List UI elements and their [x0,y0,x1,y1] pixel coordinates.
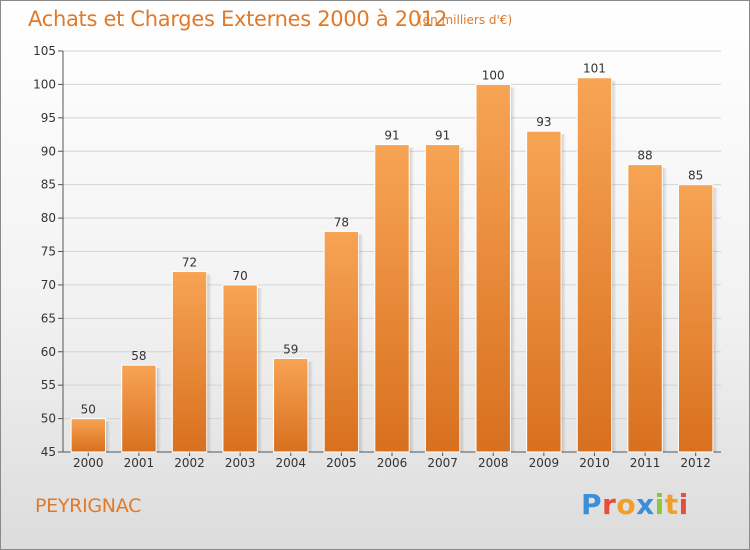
logo-letter: r [602,488,617,521]
y-tick-label: 50 [41,412,56,426]
y-tick-label: 55 [41,378,56,392]
bar-2003 [222,284,258,453]
bar-2001 [121,364,157,453]
bar-2011 [627,164,663,453]
bar-shadow [510,87,516,453]
data-label: 50 [81,403,96,417]
y-tick-label: 100 [33,77,56,91]
bar-2012 [677,184,714,453]
bar-2004 [273,357,309,453]
y-tick-label: 70 [41,278,56,292]
bar-shadow [105,421,111,452]
x-tick-label: 2008 [478,456,509,470]
bar-2002 [171,271,208,453]
x-tick-label: 2000 [73,456,104,470]
bar-2005 [323,230,360,453]
logo-letter: t [664,488,679,521]
y-tick-label: 85 [41,178,56,192]
x-tick-label: 2011 [630,456,661,470]
x-tick-labels: 2000 2001 2002 2003 2004 2005 2006 2007 2008 2009… [73,456,711,470]
y-tick-label: 60 [41,345,56,359]
x-tick-label: 2009 [529,456,560,470]
bar-shadow [459,147,465,453]
data-label: 88 [637,149,652,163]
bar-2000 [70,418,107,453]
proxiti-logo[interactable]: Proxiti [581,488,689,521]
data-label: 59 [283,342,298,356]
bar-shadow [206,274,212,452]
bar-2009 [526,130,562,453]
data-labels: 50 58 72 70 59 78 91 91 100 93 101 88 85 [81,62,704,417]
data-label: 101 [583,62,606,76]
x-tick-label: 2002 [174,456,205,470]
data-label: 91 [384,129,399,143]
y-tick-label: 65 [41,311,56,325]
data-label: 70 [233,269,248,283]
chart-unit: (en milliers d'€) [418,13,513,27]
logo-letter: x [636,488,655,521]
bar-shadow [561,134,567,452]
x-tick-label: 2012 [680,456,711,470]
bar-shadow [611,80,617,452]
data-label: 100 [482,68,505,82]
data-label: 91 [435,129,450,143]
data-label: 85 [688,169,703,183]
x-tick-label: 2010 [579,456,610,470]
logo-letter: i [678,488,689,521]
bars [70,77,718,453]
y-tick-label: 80 [41,211,56,225]
x-tick-label: 2007 [427,456,458,470]
x-tick-label: 2003 [225,456,256,470]
chart-title: Achats et Charges Externes 2000 à 2012 [28,7,448,31]
bar-shadow [409,147,415,453]
x-tick-label: 2001 [124,456,155,470]
bar-2008 [475,83,511,453]
data-label: 93 [536,115,551,129]
bar-shadow [358,234,364,452]
bar-shadow [257,287,263,452]
bar-2007 [424,144,461,453]
bar-shadow [307,361,313,452]
logo-letter: P [581,488,603,521]
y-tick-label: 105 [33,44,56,58]
y-tick-label: 75 [41,245,56,259]
bar-2010 [576,77,613,453]
logo-letter: i [654,488,665,521]
y-tick-label: 45 [41,445,56,459]
y-tick-labels: 45 50 55 60 65 70 75 80 85 90 95 100 105 [33,44,56,459]
x-tick-label: 2004 [275,456,306,470]
logo-letter: o [616,488,637,521]
data-label: 78 [334,215,349,229]
data-label: 72 [182,256,197,270]
bar-shadow [712,187,718,452]
x-tick-label: 2006 [377,456,408,470]
bar-2006 [374,144,410,453]
commune-name: PEYRIGNAC [35,495,142,517]
data-label: 58 [131,349,146,363]
y-tick-label: 90 [41,144,56,158]
y-tick-label: 95 [41,111,56,125]
bar-shadow [662,167,668,452]
x-tick-label: 2005 [326,456,357,470]
bar-shadow [156,368,162,452]
